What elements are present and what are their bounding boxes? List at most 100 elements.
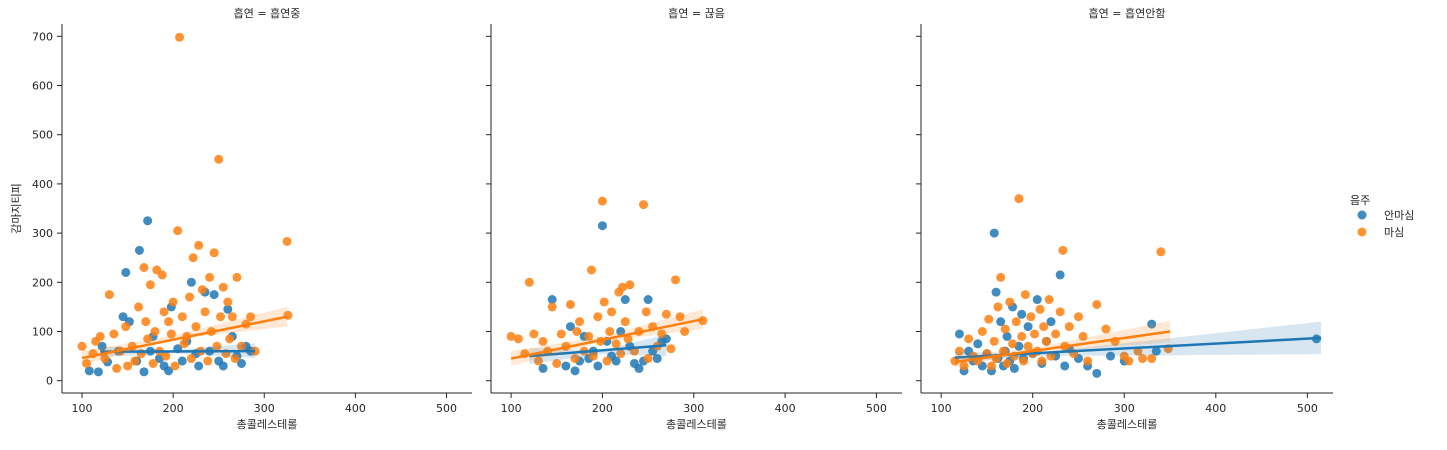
x-axis-label: 총콜레스테롤 xyxy=(666,418,727,431)
data-point xyxy=(996,272,1006,282)
data-point xyxy=(1008,339,1018,349)
data-point xyxy=(584,331,594,341)
data-point xyxy=(166,329,176,339)
data-point xyxy=(1005,297,1015,307)
y-tick-label: 600 xyxy=(32,80,53,93)
data-point xyxy=(524,277,534,287)
data-point xyxy=(533,356,543,366)
data-point xyxy=(177,312,187,322)
data-point xyxy=(547,295,557,305)
y-tick-label: 500 xyxy=(32,129,53,142)
data-point xyxy=(150,327,160,336)
x-tick-label: 200 xyxy=(592,402,613,415)
data-point xyxy=(209,248,219,258)
data-point xyxy=(1035,304,1045,314)
data-point xyxy=(616,327,626,336)
data-point xyxy=(236,341,246,351)
data-point xyxy=(1017,331,1027,341)
data-point xyxy=(570,366,580,376)
y-tick-label: 300 xyxy=(32,227,53,240)
x-tick-label: 500 xyxy=(866,402,887,415)
data-point xyxy=(986,361,996,371)
data-point xyxy=(145,280,155,290)
data-point xyxy=(572,327,582,336)
data-point xyxy=(1073,312,1083,322)
data-point xyxy=(616,349,626,359)
x-tick-label: 300 xyxy=(683,402,704,415)
data-point xyxy=(993,302,1003,312)
data-point xyxy=(996,317,1006,327)
confidence-band xyxy=(954,320,1171,367)
data-point xyxy=(561,361,571,371)
data-point xyxy=(1055,270,1065,280)
data-point xyxy=(538,363,548,373)
x-tick-label: 200 xyxy=(1022,402,1043,415)
data-point xyxy=(607,307,617,317)
data-point xyxy=(652,354,662,364)
facet-title: 흡연 = 흡연중 xyxy=(234,6,301,20)
data-point xyxy=(593,312,603,322)
data-point xyxy=(552,358,562,368)
data-point xyxy=(634,363,644,373)
legend-marker xyxy=(1357,210,1367,220)
data-point xyxy=(121,322,131,332)
data-point xyxy=(1051,329,1061,339)
data-point xyxy=(123,361,133,371)
data-point xyxy=(1019,356,1029,366)
confidence-band xyxy=(82,306,288,365)
facet-panel-2: 흡연 = 끊음 100 200 300 400 500 총콜레스테롤 xyxy=(486,6,902,431)
data-point xyxy=(1147,354,1157,364)
data-point xyxy=(1041,336,1051,346)
data-point xyxy=(1009,363,1019,373)
data-point xyxy=(1083,356,1093,366)
data-point xyxy=(529,329,539,339)
data-point xyxy=(1058,245,1068,255)
data-point xyxy=(134,245,144,255)
data-point xyxy=(643,354,653,364)
y-tick-label: 400 xyxy=(32,178,53,191)
y-tick-label: 700 xyxy=(32,30,53,43)
data-point xyxy=(223,304,233,314)
data-point xyxy=(670,275,680,285)
data-point xyxy=(570,354,580,364)
data-point xyxy=(586,265,596,275)
data-point xyxy=(194,240,204,250)
data-point xyxy=(964,334,974,344)
data-point xyxy=(1092,299,1102,309)
data-point xyxy=(657,329,667,339)
y-axis-label: 감마지티피 xyxy=(10,183,23,234)
data-point xyxy=(1032,295,1042,305)
data-point xyxy=(639,200,649,210)
data-point xyxy=(141,317,151,327)
x-tick-label: 100 xyxy=(931,402,952,415)
data-point xyxy=(618,282,628,292)
data-point xyxy=(205,272,215,282)
data-point xyxy=(954,346,964,356)
data-point xyxy=(954,329,964,339)
data-point xyxy=(173,226,183,236)
data-point xyxy=(611,339,621,349)
legend-marker xyxy=(1357,227,1367,237)
data-point xyxy=(218,282,228,292)
y-tick-label: 200 xyxy=(32,276,53,289)
data-point xyxy=(197,285,207,295)
data-point xyxy=(157,270,167,280)
data-point xyxy=(513,334,523,344)
data-point xyxy=(200,307,210,317)
regression-line xyxy=(81,315,288,360)
data-point xyxy=(1046,351,1056,361)
data-point xyxy=(214,154,224,164)
data-point xyxy=(82,358,92,368)
data-point xyxy=(191,322,201,332)
data-point xyxy=(675,312,685,322)
data-point xyxy=(597,196,607,206)
legend-label: 안마심 xyxy=(1384,209,1414,222)
facet-title: 흡연 = 흡연안함 xyxy=(1089,6,1166,20)
data-point xyxy=(1002,358,1012,368)
data-point xyxy=(185,292,195,302)
data-point xyxy=(565,299,575,309)
legend-title: 음주 xyxy=(1350,194,1370,207)
data-point xyxy=(236,358,246,368)
data-point xyxy=(93,367,103,377)
data-point xyxy=(95,331,105,341)
